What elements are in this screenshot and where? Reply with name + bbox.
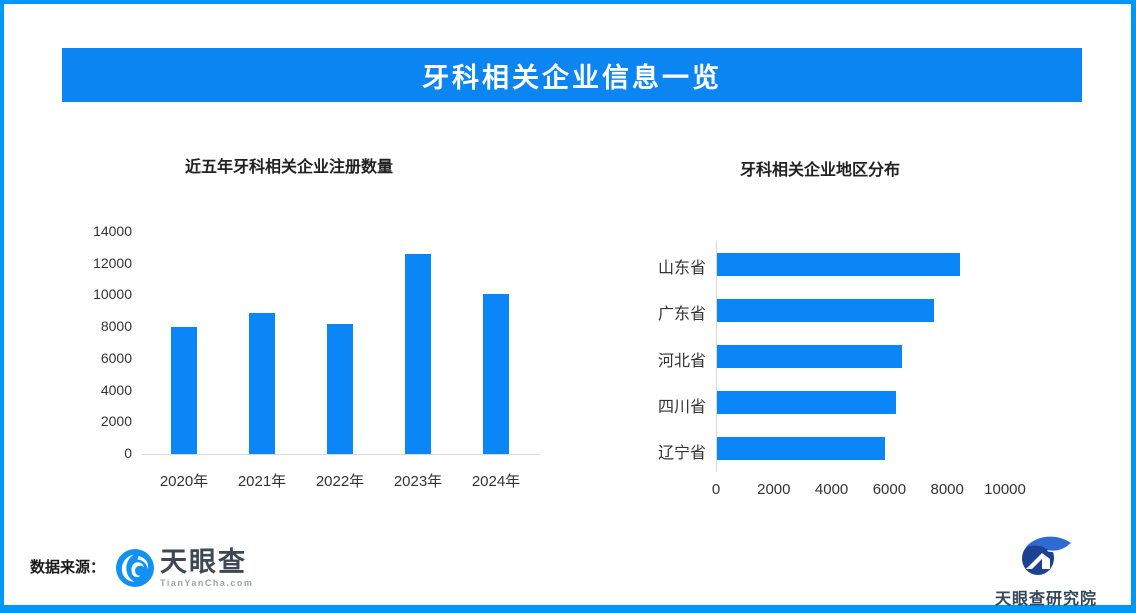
bar-广东省 (717, 298, 934, 322)
bar-2023年 (405, 254, 431, 454)
frame-border-right (1131, 0, 1136, 613)
bar-山东省 (717, 252, 960, 276)
y-axis-line (716, 241, 717, 472)
y-tick-label: 6000 (100, 349, 132, 366)
x-category-label: 2023年 (393, 473, 443, 490)
y-tick-label: 12000 (93, 254, 132, 271)
bar-2022年 (327, 323, 353, 454)
x-tick-label: 8000 (930, 481, 964, 498)
category-label-四川省: 四川省 (657, 398, 706, 416)
bar-2021年 (249, 312, 275, 454)
research-institute-icon (1022, 536, 1071, 575)
research-institute-logo: 天眼查研究院 (976, 534, 1116, 609)
y-tick-label: 10000 (93, 286, 132, 303)
left-chart-title: 近五年牙科相关企业注册数量 (185, 159, 394, 176)
x-category-label: 2022年 (315, 473, 365, 490)
bar-河北省 (717, 345, 902, 368)
x-category-label: 2020年 (159, 473, 209, 490)
x-axis-line (142, 454, 540, 455)
tianyancha-url: TianYanCha.com (160, 578, 254, 588)
tianyancha-name: 天眼查 (160, 547, 247, 577)
x-category-label: 2024年 (471, 473, 521, 490)
bar-四川省 (717, 391, 897, 415)
y-tick-label: 14000 (93, 223, 132, 239)
x-tick-label: 6000 (872, 481, 907, 498)
tianyancha-eye-icon (116, 549, 154, 587)
y-tick-label: 2000 (100, 413, 132, 430)
right-chart-title: 牙科相关企业地区分布 (740, 162, 901, 179)
x-category-label: 2021年 (237, 473, 287, 490)
y-tick-label: 0 (124, 445, 132, 461)
data-source-label: 数据来源： (30, 559, 106, 576)
page-title: 牙科相关企业信息一览 (422, 62, 722, 93)
category-label-河北省: 河北省 (657, 352, 706, 370)
category-label-山东省: 山东省 (657, 260, 706, 278)
bar-辽宁省 (717, 437, 885, 461)
frame-border-top (0, 0, 1136, 4)
frame-border-bottom (0, 605, 1136, 613)
bar-2024年 (483, 293, 509, 454)
x-tick-label: 0 (711, 481, 721, 498)
category-label-辽宁省: 辽宁省 (657, 444, 706, 462)
research-institute-name: 天眼查研究院 (994, 591, 1097, 608)
y-tick-label: 4000 (100, 381, 132, 398)
bar-2020年 (171, 327, 197, 454)
x-tick-label: 2000 (757, 481, 791, 498)
tianyancha-logo: 天眼查 TianYanCha.com (115, 548, 253, 588)
x-tick-label: 4000 (814, 481, 849, 498)
tianyancha-wordmark: 天眼查 TianYanCha.com (160, 548, 253, 588)
category-label-广东省: 广东省 (657, 306, 706, 324)
x-tick-label: 10000 (984, 481, 1026, 498)
page-title-banner: 牙科相关企业信息一览 (62, 48, 1082, 102)
y-tick-label: 8000 (100, 318, 132, 335)
frame-border-left (0, 0, 4, 613)
